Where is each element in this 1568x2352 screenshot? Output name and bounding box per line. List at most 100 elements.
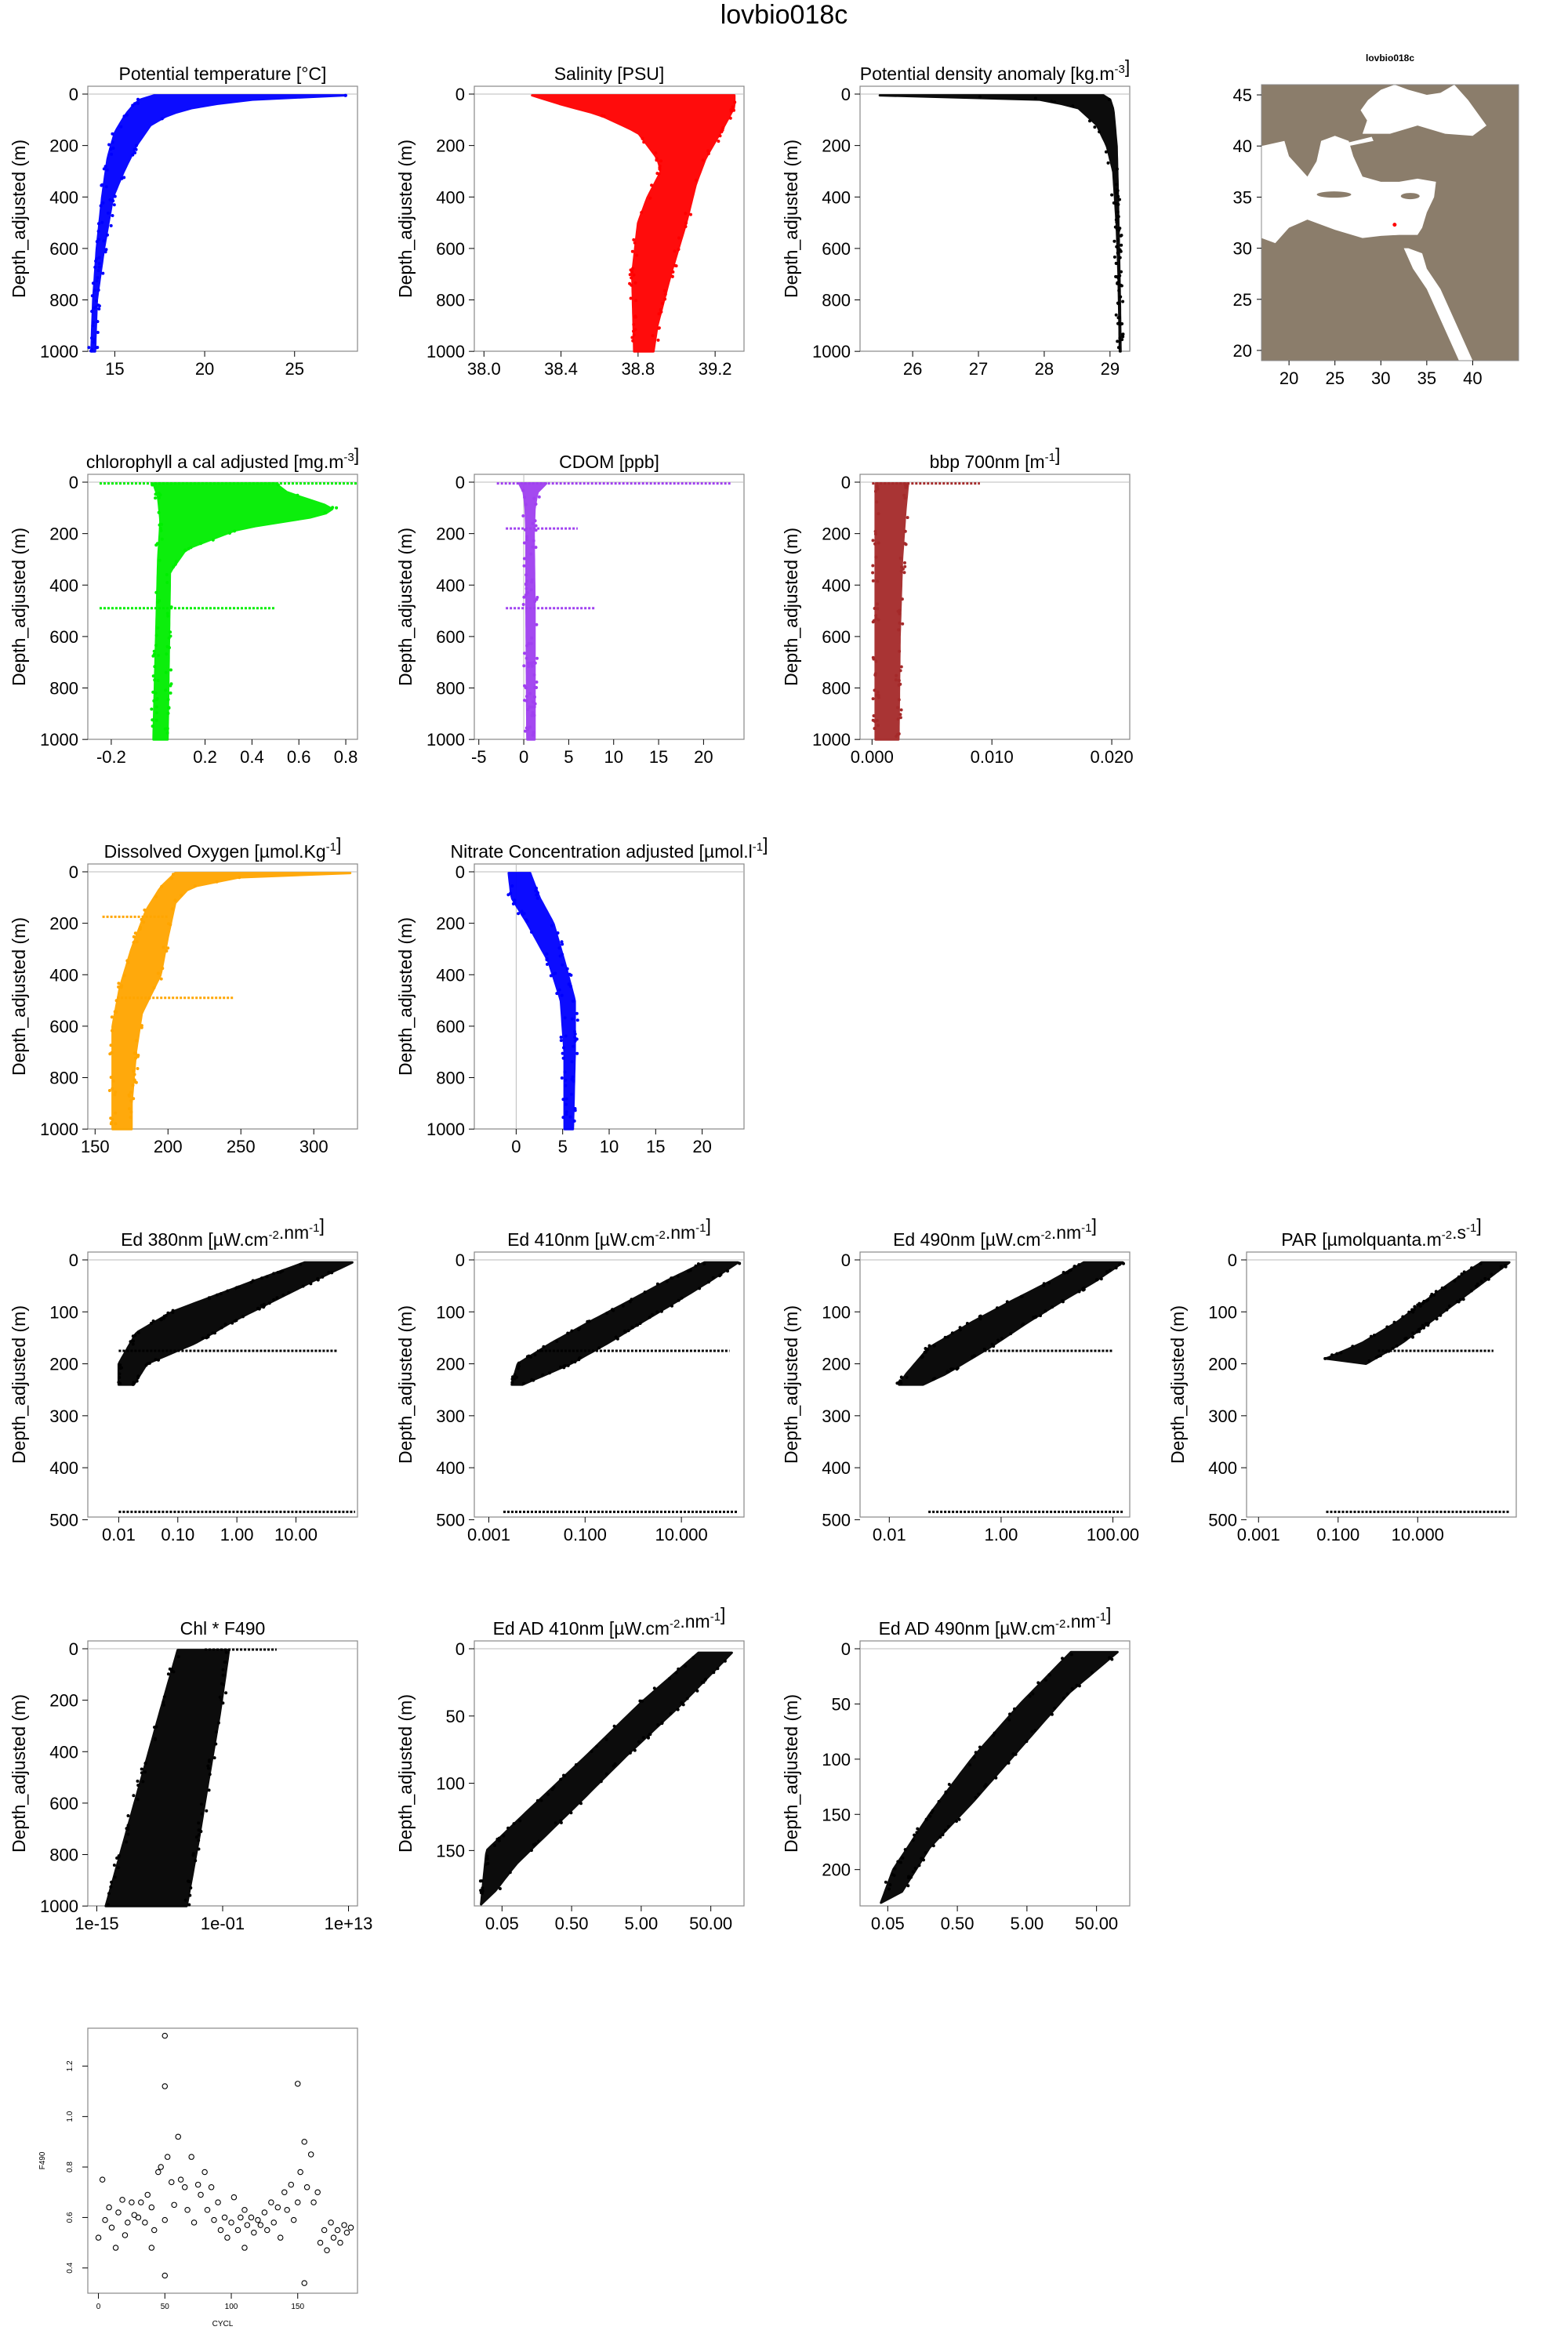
data-point xyxy=(119,2197,125,2203)
data-point xyxy=(523,652,526,655)
data-point xyxy=(117,1866,121,1870)
x-tick-label: 1e+13 xyxy=(325,1914,373,1933)
data-point xyxy=(1419,1327,1423,1330)
y-tick-label: 200 xyxy=(49,1691,78,1711)
data-point xyxy=(568,1115,572,1119)
data-point xyxy=(630,249,634,253)
data-point xyxy=(316,1278,320,1282)
chart-title: Chl * F490 xyxy=(180,1618,266,1639)
data-point xyxy=(920,1857,924,1860)
data-point xyxy=(532,673,536,677)
data-point xyxy=(643,1290,647,1294)
data-point xyxy=(689,212,692,216)
data-point xyxy=(1415,1330,1419,1334)
y-tick-label: 50 xyxy=(446,1707,465,1726)
data-point xyxy=(655,1282,659,1286)
y-axis-label: Depth_adjusted (m) xyxy=(781,1305,801,1464)
data-point xyxy=(510,1377,514,1381)
data-point xyxy=(531,733,535,737)
data-point xyxy=(163,727,167,731)
data-point xyxy=(872,714,876,717)
chart-title-part: -1 xyxy=(309,1221,319,1235)
data-point xyxy=(1367,1359,1371,1363)
data-point xyxy=(224,1691,228,1695)
data-point xyxy=(303,2184,310,2190)
data-point xyxy=(510,884,514,887)
data-point xyxy=(873,542,877,546)
data-point xyxy=(876,579,880,583)
y-tick-label: 0 xyxy=(841,85,851,104)
data-point xyxy=(1120,270,1123,274)
data-point xyxy=(197,1828,201,1832)
y-tick-label: 1000 xyxy=(812,730,851,750)
data-point xyxy=(107,143,111,147)
data-point xyxy=(256,1306,260,1310)
data-point xyxy=(537,495,541,499)
data-point xyxy=(559,1365,563,1369)
data-point xyxy=(927,1344,931,1348)
data-point xyxy=(561,963,564,967)
data-point xyxy=(117,982,121,985)
data-point xyxy=(657,312,661,316)
chart-title-part: -1 xyxy=(1045,451,1055,464)
data-point xyxy=(171,2201,177,2209)
data-point xyxy=(97,265,101,269)
data-point xyxy=(129,1116,132,1120)
y-tick-label: 400 xyxy=(436,575,465,595)
data-point xyxy=(900,597,904,601)
y-tick-label: 400 xyxy=(49,1742,78,1762)
data-point xyxy=(1392,1320,1396,1324)
data-point xyxy=(680,1296,684,1300)
data-point xyxy=(133,931,137,935)
data-point xyxy=(109,223,113,227)
data-point xyxy=(207,1788,211,1792)
data-point xyxy=(902,571,906,575)
data-point xyxy=(174,560,178,564)
profile-envelope xyxy=(878,94,1122,353)
data-point xyxy=(261,2209,268,2216)
data-point xyxy=(207,1766,210,1770)
data-point xyxy=(93,289,96,292)
data-point xyxy=(529,641,533,645)
x-tick-label: -5 xyxy=(471,747,487,767)
chart-title-part: -3 xyxy=(1114,63,1124,76)
data-point xyxy=(633,281,637,285)
x-tick-label: 0.10 xyxy=(161,1525,194,1544)
x-tick-label: 0.01 xyxy=(873,1525,906,1544)
data-point xyxy=(972,1755,976,1759)
data-point xyxy=(530,713,534,717)
data-point xyxy=(132,1078,136,1082)
data-point xyxy=(173,898,177,902)
plot-frame xyxy=(1246,1251,1517,1518)
data-point xyxy=(978,1745,982,1749)
data-point xyxy=(569,1811,573,1815)
data-point xyxy=(570,1329,574,1333)
y-tick-label: 400 xyxy=(822,575,851,595)
plot-frame xyxy=(87,2027,358,2294)
data-point xyxy=(1330,1353,1334,1357)
plot-frame xyxy=(474,1251,745,1518)
data-point xyxy=(1413,1305,1417,1308)
data-point xyxy=(1090,1671,1094,1675)
data-point xyxy=(129,2199,135,2205)
data-point xyxy=(221,2214,228,2221)
data-point xyxy=(118,1381,122,1385)
data-point xyxy=(732,108,735,112)
x-tick-label: 0.4 xyxy=(240,747,264,767)
data-point xyxy=(902,493,906,497)
data-point xyxy=(97,256,101,260)
data-point xyxy=(1093,125,1097,129)
chart-sal: Salinity [PSU] Depth_adjusted (m) 0 200 400 6… xyxy=(395,64,745,379)
data-point xyxy=(157,1358,160,1362)
data-point xyxy=(122,2232,129,2238)
data-point xyxy=(109,147,113,151)
chart-title-part: .nm xyxy=(1065,1611,1095,1632)
map-y-tick-label: 40 xyxy=(1233,136,1252,156)
y-tick-label: 0 xyxy=(456,473,465,492)
data-point xyxy=(1407,1310,1411,1314)
y-tick-label: 200 xyxy=(49,914,78,934)
data-point xyxy=(93,338,96,342)
data-point xyxy=(89,349,93,353)
data-point xyxy=(162,1703,165,1707)
data-point xyxy=(903,542,907,546)
